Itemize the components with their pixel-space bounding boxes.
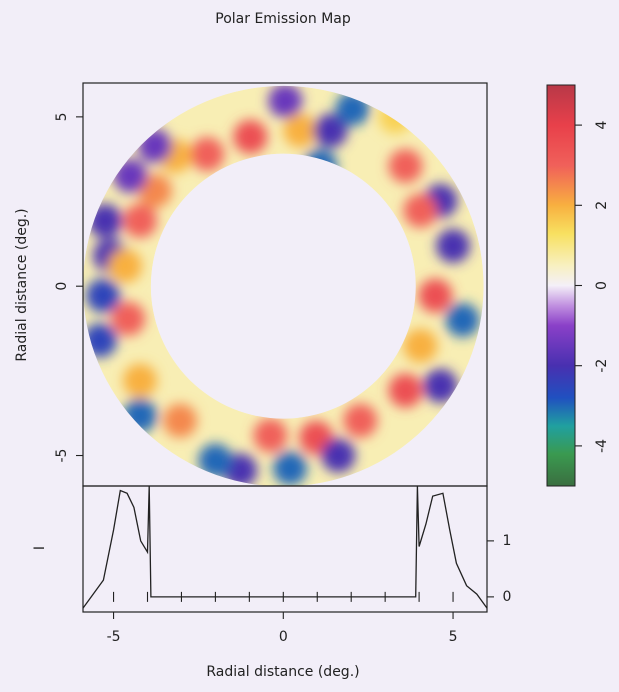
emission-blob	[86, 278, 121, 313]
x-tick-label: -5	[107, 629, 121, 645]
emission-blob	[190, 137, 225, 172]
emission-blob	[418, 278, 453, 313]
emission-blob	[313, 113, 348, 148]
y-tick-label: 0	[503, 589, 512, 605]
emission-blob	[137, 173, 172, 208]
colorbar	[546, 84, 576, 487]
emission-blob	[273, 451, 308, 486]
ring	[83, 85, 484, 487]
emission-blob	[253, 418, 288, 453]
emission-blob	[233, 119, 268, 154]
emission-blob	[403, 328, 438, 363]
emission-blob	[108, 248, 143, 283]
emission-blob	[445, 303, 480, 338]
emission-blob	[198, 443, 233, 478]
emission-blob	[123, 363, 158, 398]
y-axis-label: Radial distance (deg.)	[14, 208, 30, 361]
emission-blob	[111, 301, 146, 336]
emission-blob	[83, 323, 117, 358]
emission-blob	[303, 148, 338, 183]
emission-blob	[436, 228, 471, 263]
emission-blob	[403, 193, 438, 228]
colorbar-tick-label: -4	[594, 439, 610, 453]
emission-blob	[163, 403, 198, 438]
emission-blob	[388, 373, 423, 408]
map	[83, 85, 484, 487]
emission-blob	[388, 148, 423, 183]
y-tick-label: 0	[54, 282, 70, 291]
x-tick-label: 0	[279, 629, 288, 645]
emission-blob	[268, 85, 303, 118]
emission-blob	[343, 403, 378, 438]
colorbar-tick-label: 2	[594, 201, 610, 210]
y-tick-label: -5	[54, 449, 70, 463]
emission-blob	[123, 398, 158, 433]
y-tick-label: 1	[503, 533, 512, 549]
plot-frame	[82, 485, 488, 613]
emission-blob	[88, 203, 123, 238]
chart-title: Polar Emission Map	[215, 11, 351, 27]
profile-line	[82, 485, 488, 609]
emission-blob	[423, 368, 458, 403]
ring-layer	[83, 85, 484, 487]
emission-blob	[321, 438, 356, 473]
emission-blob	[123, 203, 158, 238]
emission-blob	[113, 158, 148, 193]
x-axis-label: Radial distance (deg.)	[206, 664, 359, 680]
emission-blob	[335, 91, 370, 126]
x-tick-label: 5	[449, 629, 458, 645]
profile-y-label: I	[32, 546, 48, 550]
colorbar-tick-label: 0	[594, 281, 610, 290]
emission-blob	[283, 113, 318, 148]
colorbar-tick-label: 4	[594, 121, 610, 130]
emission-blob	[137, 128, 172, 163]
y-tick-label: 5	[54, 112, 70, 121]
colorbar-tick-label: -2	[594, 359, 610, 373]
emission-blob	[378, 99, 413, 134]
